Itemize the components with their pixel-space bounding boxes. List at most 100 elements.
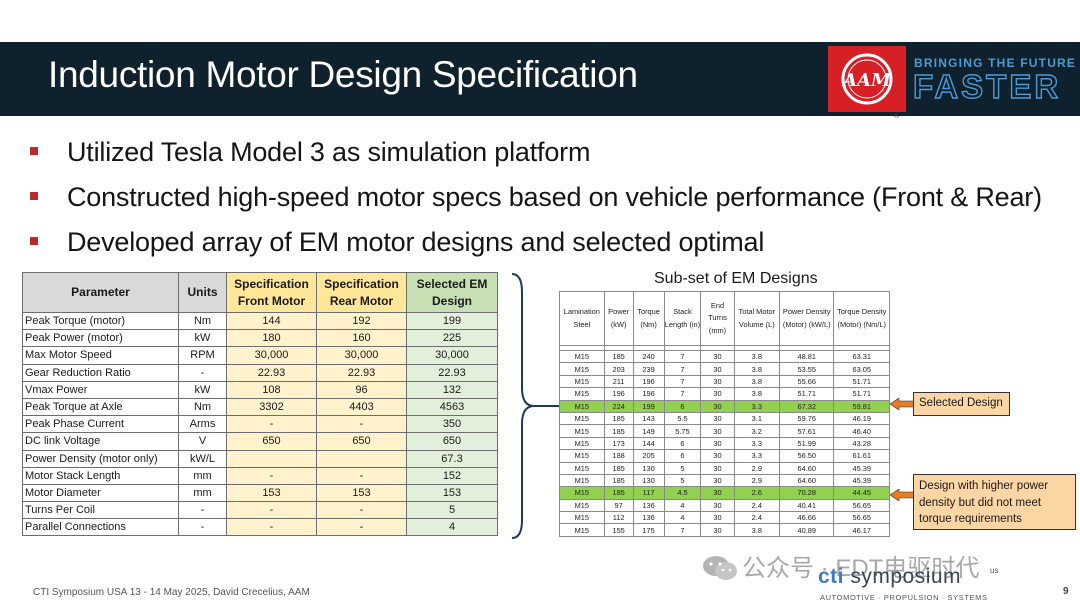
spec-cell-selected: 67.3 <box>406 449 498 468</box>
spec-table-row: DC link Voltage V 650 650 650 <box>22 432 498 451</box>
spec-cell-front: 144 <box>226 311 317 331</box>
designs-header-cell: Stack Length (in) <box>663 291 702 346</box>
designs-table-row: M15 203 239 7 30 3.8 53.55 63.05 <box>559 362 890 376</box>
designs-cell: 2.9 <box>733 461 780 475</box>
designs-cell: M15 <box>559 424 605 438</box>
designs-cell: 46.17 <box>833 523 890 537</box>
designs-cell: M15 <box>559 523 605 537</box>
spec-cell-rear: 96 <box>316 380 407 399</box>
spec-cell-parameter: Motor Diameter <box>22 483 179 503</box>
designs-cell: 240 <box>632 349 665 364</box>
designs-header-row: Lamination Steel Power (kW) Torque (Nm) … <box>559 291 890 346</box>
designs-cell: 130 <box>632 461 665 475</box>
designs-cell: 3.3 <box>733 436 780 451</box>
designs-cell: 203 <box>603 362 634 376</box>
spec-header-parameter: Parameter <box>22 272 179 313</box>
watermark-text: 公众号 · EDT电驱时代 <box>702 548 979 583</box>
designs-cell: 6 <box>663 436 702 451</box>
designs-cell: 136 <box>632 498 665 513</box>
designs-header-cell: Lamination Steel <box>559 291 605 346</box>
spec-cell-rear: - <box>316 501 407 520</box>
callout-higher-density: Design with higher power density but did… <box>913 474 1076 530</box>
spec-table-row: Power Density (motor only) kW/L 67.3 <box>22 449 498 468</box>
designs-cell: M15 <box>559 399 605 413</box>
designs-cell: 30 <box>700 473 735 488</box>
designs-table-row: M15 155 175 7 30 3.8 40.89 46.17 <box>559 523 890 537</box>
designs-cell: 6 <box>663 449 702 463</box>
designs-cell: 56.65 <box>833 511 890 525</box>
designs-cell: 61.61 <box>833 449 890 463</box>
designs-cell: M15 <box>559 486 605 500</box>
designs-cell: 3.3 <box>733 449 780 463</box>
designs-cell: 3.1 <box>733 411 780 426</box>
designs-cell: 7 <box>663 387 702 401</box>
spec-cell-selected: 153 <box>406 483 498 503</box>
designs-cell: 175 <box>632 523 665 537</box>
tagline-small: BRINGING THE FUTURE <box>914 56 1077 70</box>
spec-cell-units: - <box>178 518 227 537</box>
designs-cell: 2.4 <box>733 511 780 525</box>
designs-cell: 239 <box>632 362 665 376</box>
spec-table-row: Peak Torque at Axle Nm 3302 4403 4563 <box>22 397 498 417</box>
spec-cell-selected: 4 <box>406 518 498 537</box>
spec-cell-units: - <box>178 363 227 382</box>
designs-cell: 4 <box>663 511 702 525</box>
designs-cell: 7 <box>663 349 702 364</box>
spec-table-row: Parallel Connections - - -4 <box>22 518 498 537</box>
designs-cell: 185 <box>603 411 634 426</box>
designs-cell: M15 <box>559 461 605 475</box>
designs-cell: 97 <box>603 498 634 513</box>
spec-cell-units: mm <box>178 466 227 485</box>
designs-cell: 3.8 <box>733 523 780 537</box>
designs-cell: M15 <box>559 411 605 426</box>
arrow-left-icon <box>890 398 915 410</box>
spec-header-rear: Specification Rear Motor <box>316 272 407 313</box>
designs-table-row: M15 224 199 6 30 3.3 67.32 59.81 <box>559 399 890 413</box>
bullet-square-icon <box>30 147 38 155</box>
designs-header-cell: Power (kW) <box>603 291 634 346</box>
designs-cell: 59.76 <box>778 411 835 426</box>
designs-table: Lamination Steel Power (kW) Torque (Nm) … <box>559 291 890 537</box>
designs-cell: 30 <box>700 486 735 500</box>
designs-cell: 205 <box>632 449 665 463</box>
designs-table-body: M15 185 240 7 30 3.8 48.81 63.31 M15 203 239 7 30 3.8… <box>559 345 890 537</box>
designs-cell: 112 <box>603 511 634 525</box>
spec-table-row: Gear Reduction Ratio -22.93 22.93 22.93 <box>22 363 498 382</box>
spec-cell-rear: 160 <box>316 329 407 348</box>
spec-cell-front: - <box>226 466 317 485</box>
designs-cell: 5.5 <box>663 411 702 426</box>
designs-cell: 185 <box>603 349 634 364</box>
spec-cell-front: - <box>226 415 317 434</box>
designs-cell: 199 <box>632 399 665 413</box>
designs-cell: 30 <box>700 498 735 513</box>
designs-cell: 136 <box>632 511 665 525</box>
designs-cell: M15 <box>559 349 605 364</box>
spec-table-row: Turns Per Coil - - -5 <box>22 501 498 520</box>
designs-cell: 63.05 <box>833 362 890 376</box>
bracket-connector-icon <box>511 273 560 539</box>
spec-cell-selected: 350 <box>406 415 498 434</box>
spec-table-row: Max Motor Speed RPM 30,000 30,000 30,000 <box>22 346 498 365</box>
designs-header-cell: Total Motor Volume (L) <box>733 291 780 346</box>
spec-cell-selected: 5 <box>406 501 498 520</box>
designs-cell: 45.39 <box>833 461 890 475</box>
title-bar: Induction Motor Design Specification AAM… <box>0 42 1080 116</box>
bullet-square-icon <box>30 192 38 200</box>
designs-cell: 30 <box>700 349 735 364</box>
cti-us-badge: us <box>990 566 999 575</box>
designs-cell: 196 <box>632 387 665 401</box>
designs-cell: 185 <box>603 486 634 500</box>
spec-cell-front: 22.93 <box>226 363 317 382</box>
designs-cell: 70.28 <box>778 486 835 500</box>
designs-cell: 56.50 <box>778 449 835 463</box>
spec-cell-selected: 132 <box>406 380 498 399</box>
spec-table-row: Motor Stack Length mm - -152 <box>22 466 498 485</box>
spec-cell-parameter: Peak Torque at Axle <box>22 397 179 417</box>
designs-cell: 30 <box>700 362 735 376</box>
bullet-text: Constructed high-speed motor specs based… <box>67 182 1042 212</box>
bullet-item: Constructed high-speed motor specs based… <box>30 175 1042 220</box>
footer-event-text: CTI Symposium USA 13 - 14 May 2025, Davi… <box>33 587 310 598</box>
designs-cell: 155 <box>603 523 634 537</box>
spec-table: Parameter Units Specification Front Moto… <box>22 272 498 537</box>
designs-cell: M15 <box>559 511 605 525</box>
